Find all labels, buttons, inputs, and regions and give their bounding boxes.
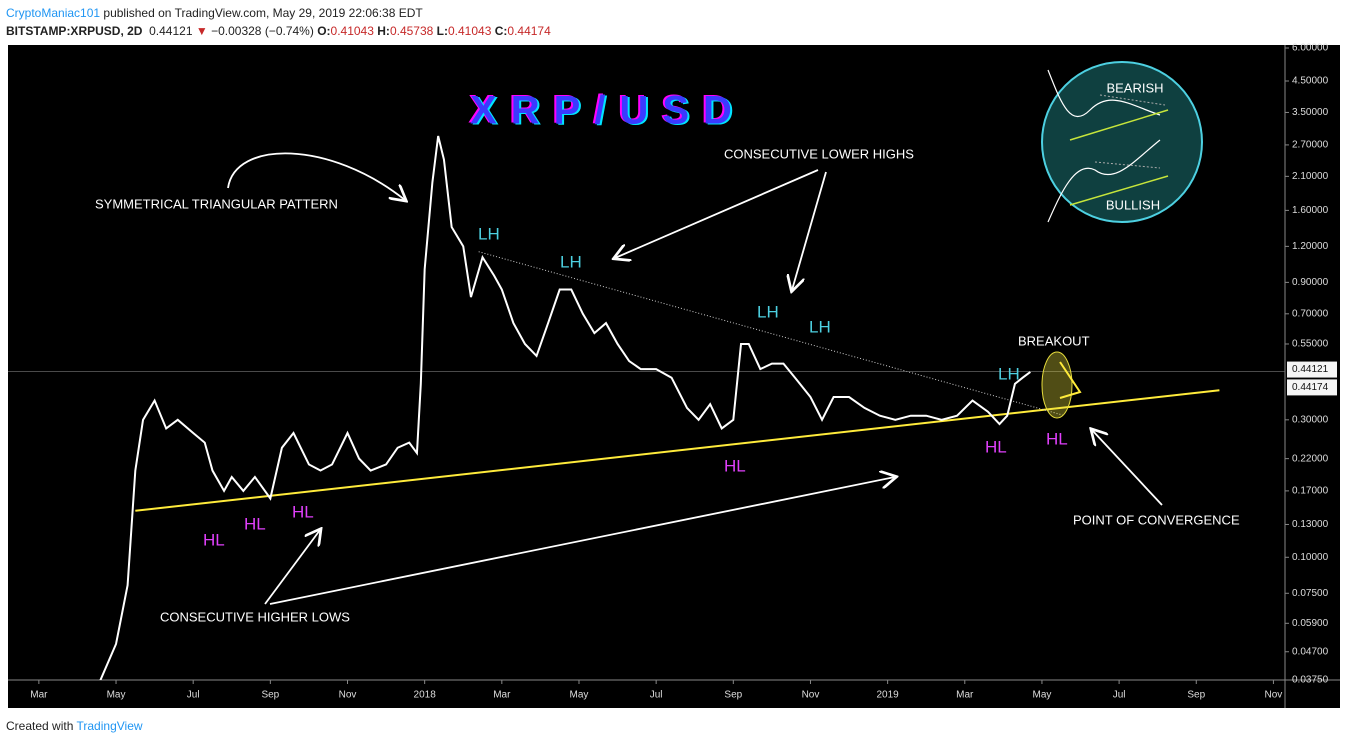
x-axis-area xyxy=(8,680,1340,708)
h-label: H: xyxy=(377,24,390,38)
down-arrow: ▼ xyxy=(195,24,208,38)
lower-high-label: LH xyxy=(998,364,1020,383)
lower-high-label: LH xyxy=(560,252,582,271)
arrow xyxy=(792,171,827,290)
x-tick-label: Nov xyxy=(1265,690,1283,701)
header-line-1: CryptoManiac101 published on TradingView… xyxy=(6,4,551,22)
created: Created with xyxy=(6,719,74,733)
y-tick-label: 0.55000 xyxy=(1292,339,1329,350)
y-tick-label: 0.30000 xyxy=(1292,414,1329,425)
x-tick-label: Sep xyxy=(724,690,742,701)
higher-low-label: HL xyxy=(244,514,266,533)
x-tick-label: Sep xyxy=(1187,690,1205,701)
arrow xyxy=(264,530,320,605)
x-tick-label: Jul xyxy=(187,690,200,701)
x-tick-label: Mar xyxy=(956,690,974,701)
chart-title: XRP/USD xyxy=(468,88,744,132)
arrows xyxy=(227,152,1163,605)
inset-circle xyxy=(1041,61,1203,223)
x-tick-label: May xyxy=(1032,690,1051,701)
c-label: C: xyxy=(494,24,508,38)
x-tick-label: Mar xyxy=(30,690,48,701)
arrow xyxy=(227,152,405,200)
x-tick-label: Mar xyxy=(493,690,511,701)
y-tick-label: 0.05900 xyxy=(1292,618,1329,629)
breakout-ellipse xyxy=(1041,351,1073,419)
y-tick-label: 3.50000 xyxy=(1292,107,1329,118)
y-tick-label: 0.04700 xyxy=(1292,646,1329,657)
lower-high-label: LH xyxy=(757,302,779,321)
x-tick-label: May xyxy=(570,690,589,701)
y-tick-label: 0.13000 xyxy=(1292,519,1329,530)
plot xyxy=(8,135,1285,680)
annotation: CONSECUTIVE HIGHER LOWS xyxy=(160,609,350,624)
y-tick-label: 0.90000 xyxy=(1292,277,1329,288)
annotation: BREAKOUT xyxy=(1018,333,1090,348)
higher-low-label: HL xyxy=(724,456,746,475)
inset-drawing xyxy=(1047,69,1169,223)
y-tick-label: 0.03750 xyxy=(1292,675,1329,686)
y-tick-label: 4.50000 xyxy=(1292,76,1329,87)
high: 0.45738 xyxy=(389,24,434,38)
author[interactable]: CryptoManiac101 xyxy=(6,6,101,20)
breakout-triangle xyxy=(1059,361,1082,399)
lower-high-label: LH xyxy=(809,317,831,336)
arrow xyxy=(269,477,895,605)
x-tick-label: 2018 xyxy=(414,690,437,701)
x-tick-label: 2019 xyxy=(877,690,900,701)
close: 0.44174 xyxy=(507,24,551,38)
arrow xyxy=(1092,430,1163,506)
x-tick-label: Sep xyxy=(261,690,279,701)
lower-high-label: LH xyxy=(478,224,500,243)
l-label: L: xyxy=(436,24,448,38)
y-tick-label: 2.10000 xyxy=(1292,171,1329,182)
brand[interactable]: TradingView xyxy=(76,719,143,733)
resistance-line xyxy=(478,251,1066,417)
header-line-2: BITSTAMP:XRPUSD, 2D 0.44121 ▼ −0.00328 (… xyxy=(6,22,551,40)
published: published on TradingView.com, May 29, 20… xyxy=(103,6,423,20)
price-tag-label: 0.44121 xyxy=(1292,364,1329,375)
low: 0.41043 xyxy=(448,24,492,38)
y-tick-label: 2.70000 xyxy=(1292,140,1329,151)
y-tick-label: 6.00000 xyxy=(1292,43,1329,54)
chart-title: XRP/USD xyxy=(470,89,746,133)
price-line xyxy=(99,135,1031,680)
price-tag xyxy=(1287,379,1337,396)
x-tick-label: Jul xyxy=(650,690,663,701)
open: 0.41043 xyxy=(330,24,374,38)
y-tick-label: 0.07500 xyxy=(1292,588,1329,599)
o-label: O: xyxy=(317,24,331,38)
inset-label: BEARISH xyxy=(1106,80,1163,95)
higher-low-label: HL xyxy=(203,530,225,549)
inset-label: BULLISH xyxy=(1106,197,1160,212)
chart-title: XRP/USD xyxy=(472,90,748,134)
y-tick-label: 0.22000 xyxy=(1292,453,1329,464)
annotation: CONSECUTIVE LOWER HIGHS xyxy=(724,146,914,161)
y-tick-label: 0.70000 xyxy=(1292,308,1329,319)
change: −0.00328 (−0.74%) xyxy=(211,24,314,38)
higher-low-label: HL xyxy=(292,502,314,521)
arrow xyxy=(615,169,819,258)
x-tick-label: Jul xyxy=(1113,690,1126,701)
annotation: SYMMETRICAL TRIANGULAR PATTERN xyxy=(95,196,338,211)
price-tag-label: 0.44174 xyxy=(1292,382,1329,393)
x-tick-label: Nov xyxy=(802,690,820,701)
higher-low-label: HL xyxy=(1046,429,1068,448)
symbol: BITSTAMP:XRPUSD, 2D xyxy=(6,24,143,38)
x-tick-label: May xyxy=(107,690,126,701)
header: CryptoManiac101 published on TradingView… xyxy=(6,4,551,40)
y-tick-label: 0.10000 xyxy=(1292,552,1329,563)
y-tick-label: 1.60000 xyxy=(1292,205,1329,216)
x-tick-label: Nov xyxy=(339,690,357,701)
last: 0.44121 xyxy=(149,24,193,38)
y-tick-label: 1.20000 xyxy=(1292,241,1329,252)
price-tag xyxy=(1287,361,1337,378)
annotation: POINT OF CONVERGENCE xyxy=(1073,512,1240,527)
y-tick-label: 0.17000 xyxy=(1292,486,1329,497)
footer: Created with TradingView xyxy=(6,719,143,733)
higher-low-label: HL xyxy=(985,437,1007,456)
support-line xyxy=(135,389,1220,512)
